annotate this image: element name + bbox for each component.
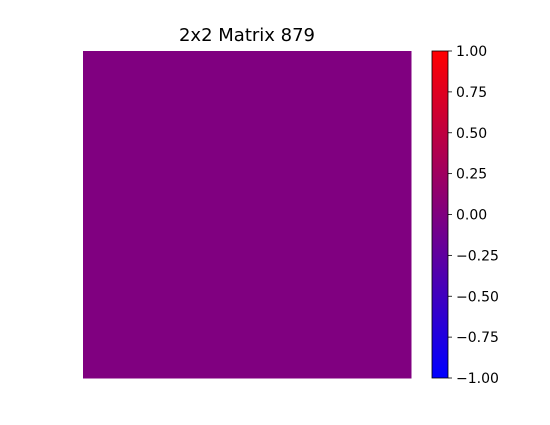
colorbar-tick-label: 0.00	[456, 208, 487, 224]
colorbar-tick-label: −0.50	[456, 289, 499, 305]
colorbar-tick-label: 0.75	[456, 85, 487, 101]
colorbar-gradient	[431, 50, 449, 379]
colorbar-tick-label: 0.25	[456, 167, 487, 183]
heatmap-cell	[247, 214, 412, 379]
heatmap-cell	[83, 51, 248, 215]
colorbar-tick-label: 1.00	[456, 44, 487, 60]
chart-title: 2x2 Matrix 879	[178, 25, 316, 46]
colorbar: 1.00 0.75 0.50 0.25 0.00 −0.25 −0.50 −0.75 −1.00	[431, 44, 499, 387]
colorbar-tick-label: 0.50	[456, 126, 487, 142]
colorbar-tick-label: −0.75	[456, 330, 499, 346]
heatmap-cells	[83, 51, 412, 379]
colorbar-tick-label: −0.25	[456, 248, 499, 264]
heatmap-cell	[247, 51, 412, 215]
heatmap-cell	[83, 214, 248, 379]
colorbar-tick-label: −1.00	[456, 371, 499, 387]
